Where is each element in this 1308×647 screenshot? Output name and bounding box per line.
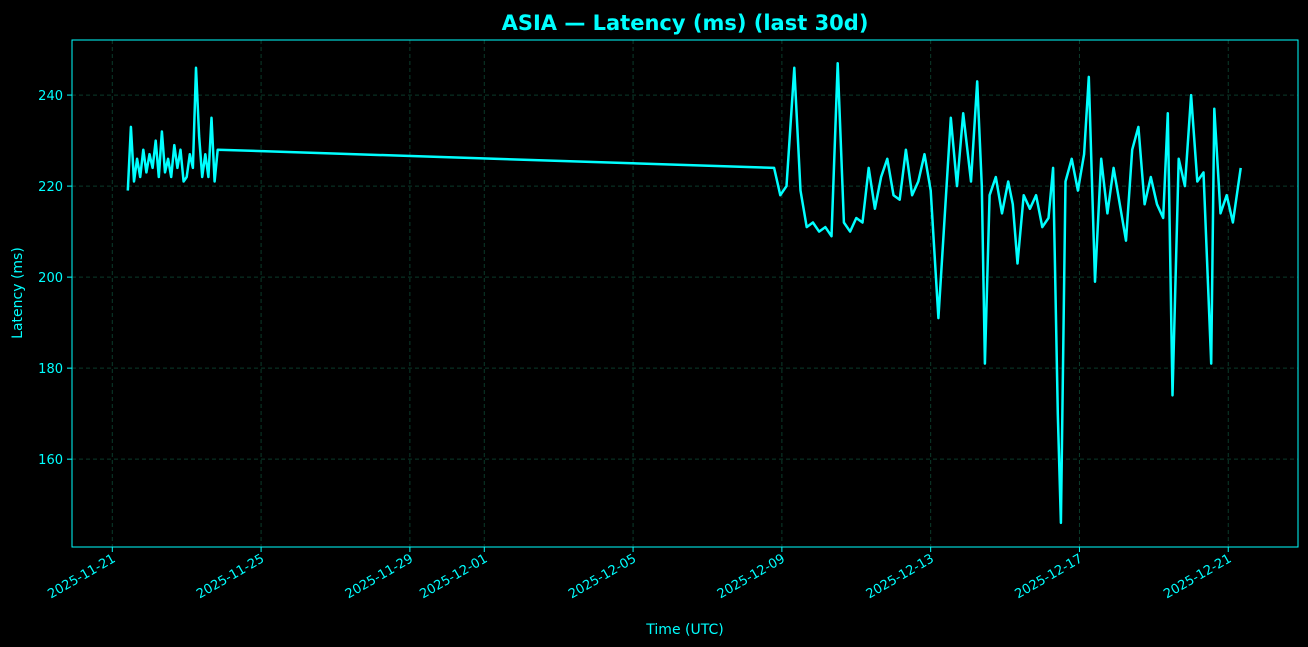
y-tick-label: 220 <box>38 180 63 195</box>
x-axis-label: Time (UTC) <box>645 622 723 638</box>
line-series <box>126 61 1242 525</box>
y-tick-label: 200 <box>38 271 63 286</box>
chart-title: ASIA — Latency (ms) (last 30d) <box>502 11 869 35</box>
y-tick-label: 180 <box>38 362 63 377</box>
plot-frame <box>71 39 1299 548</box>
y-tick-label: 240 <box>38 89 63 104</box>
y-axis-label: Latency (ms) <box>10 247 26 339</box>
y-tick-label: 160 <box>38 453 63 468</box>
